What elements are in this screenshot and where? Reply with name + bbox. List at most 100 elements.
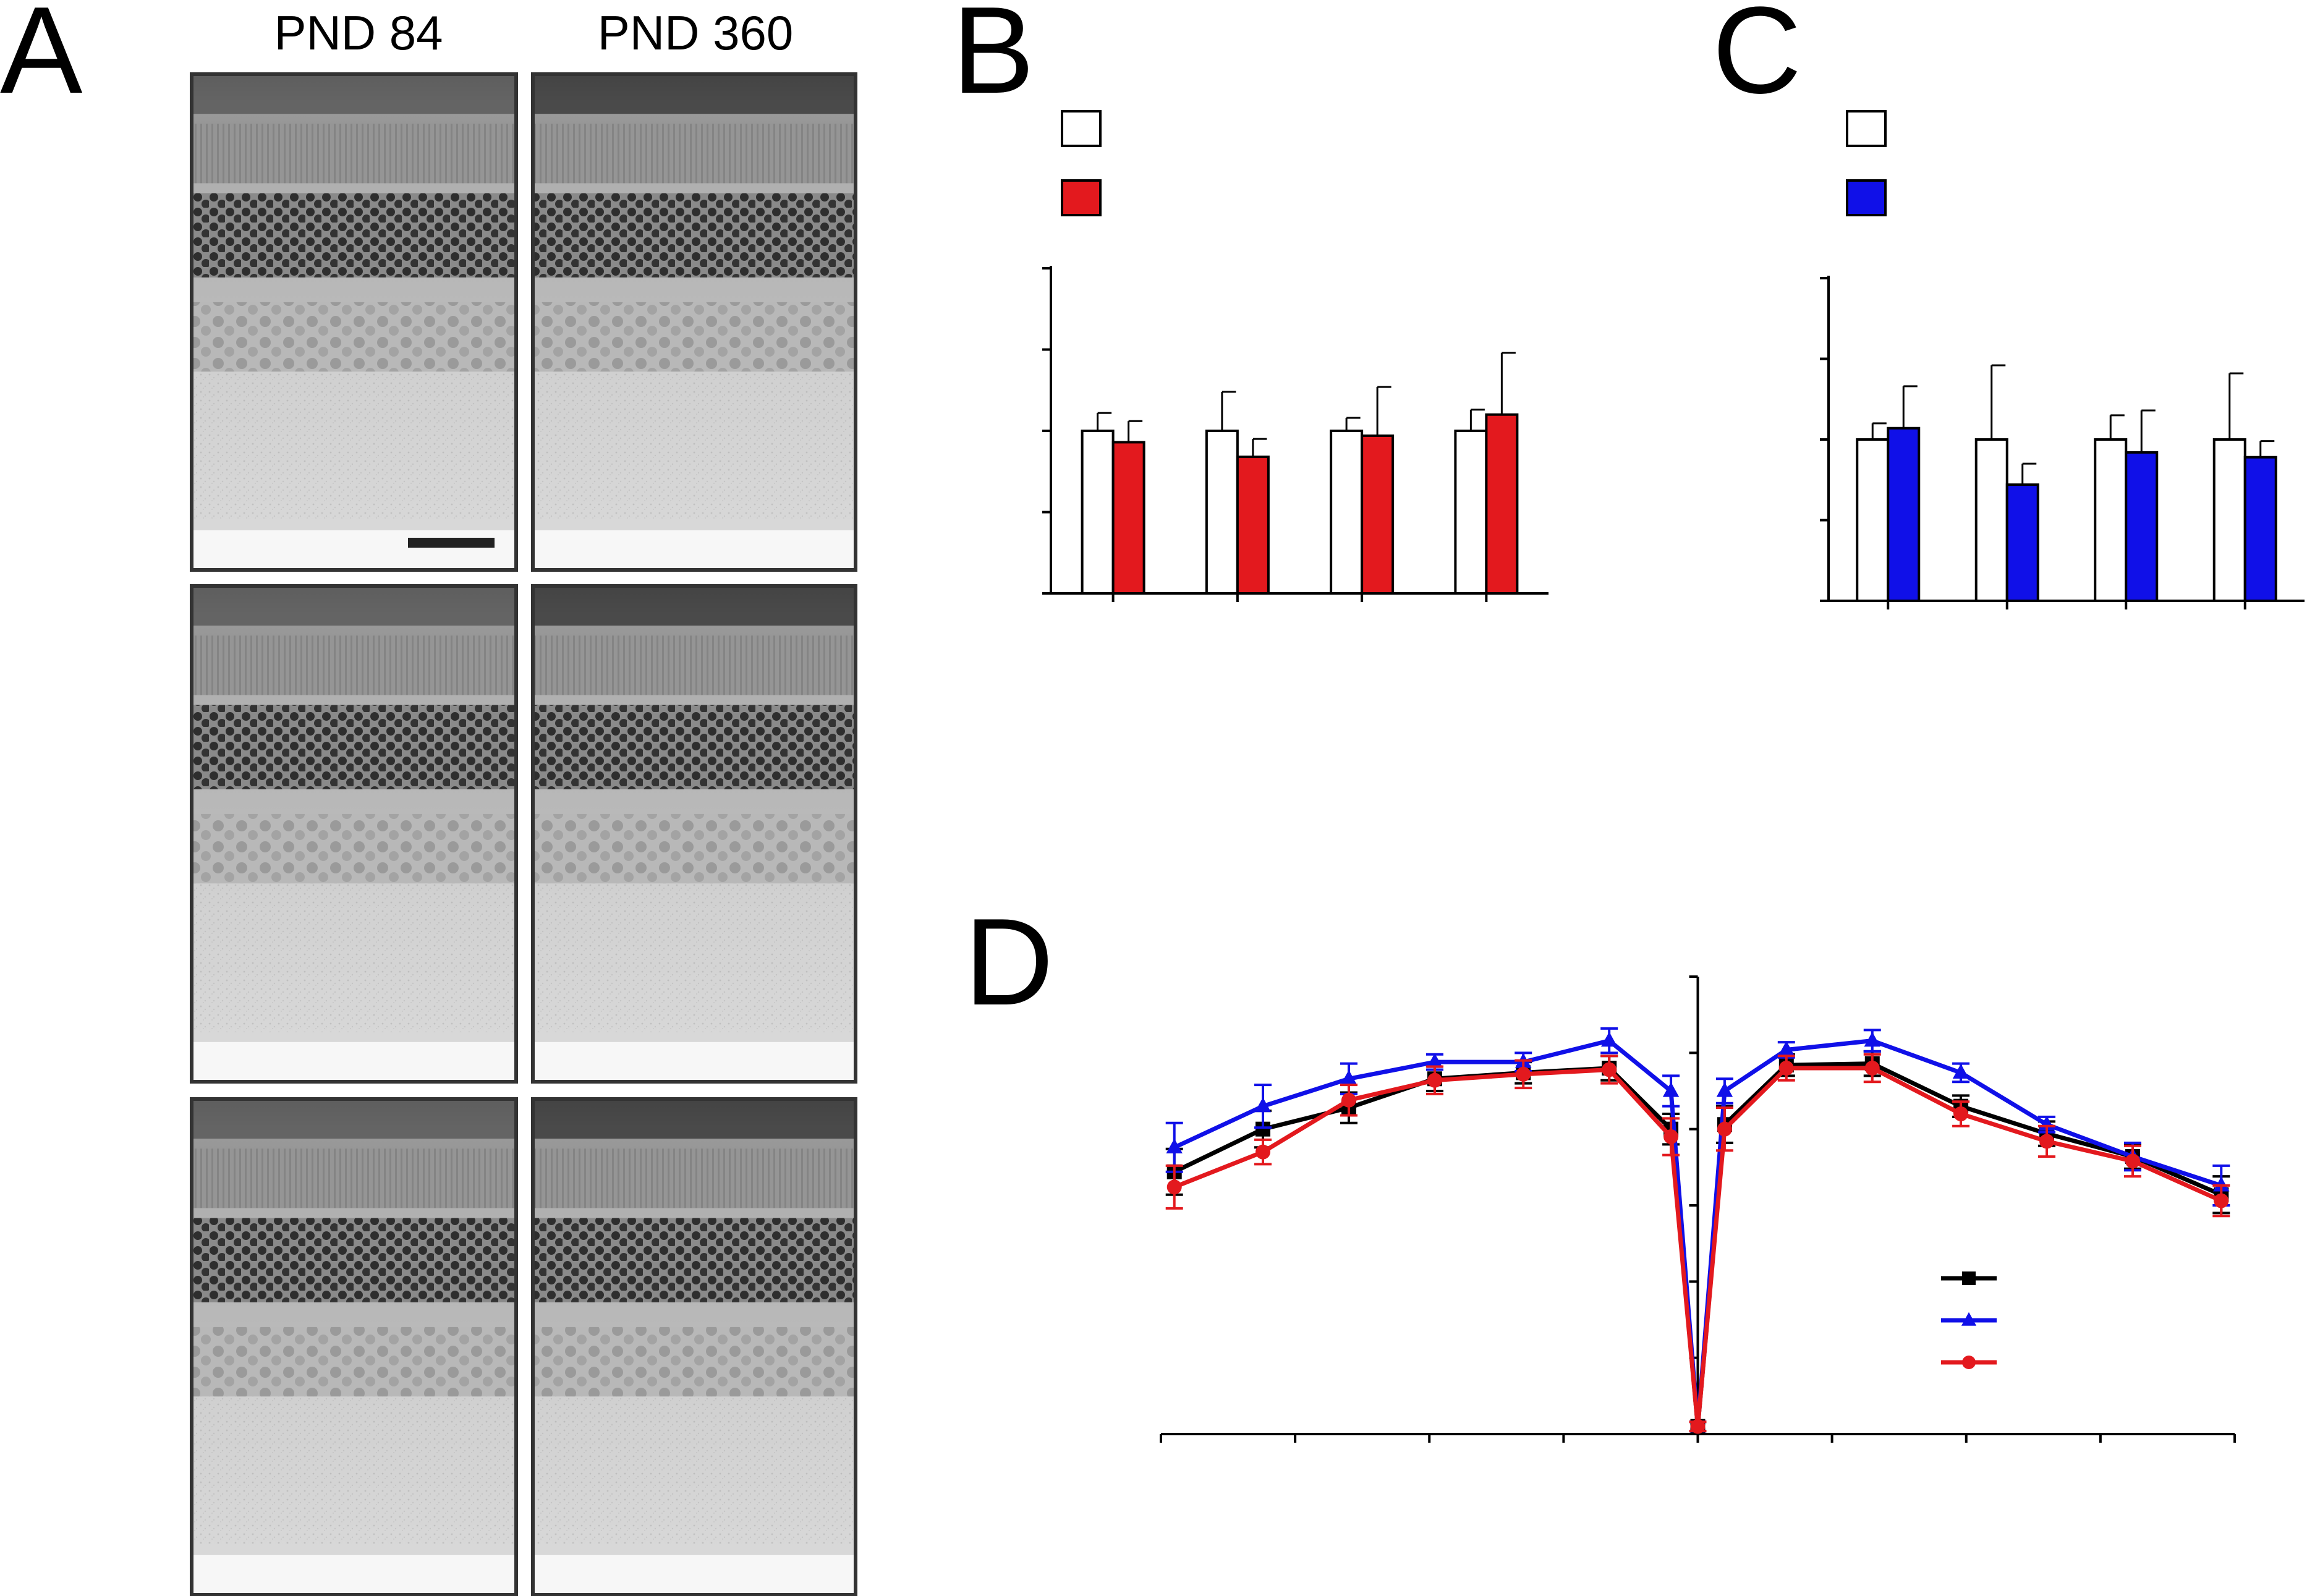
- data-point-3-8: [1690, 1419, 1706, 1434]
- data-point-2-7: [1662, 1082, 1680, 1097]
- bar-1-4: [2212, 438, 2246, 602]
- series-3: [1165, 1053, 2230, 1434]
- histology-image-r3-c1: [190, 1097, 518, 1596]
- inner-nuclear-layer: [192, 813, 516, 884]
- bar-2-4: [1485, 413, 1519, 595]
- data-point-3-15: [2214, 1193, 2229, 1208]
- bar-2-4: [2243, 456, 2277, 603]
- bar-2-1: [1887, 427, 1921, 602]
- inner-nuclear-layer: [192, 1326, 516, 1397]
- data-point-3-10: [1778, 1061, 1794, 1076]
- data-point-3-12: [1953, 1106, 1969, 1121]
- photoreceptor-segments: [192, 1148, 516, 1208]
- image-border: [190, 584, 518, 1084]
- scale-bar: [408, 538, 495, 548]
- inner-nuclear-layer: [533, 1326, 856, 1397]
- rpe-layer: [192, 74, 516, 114]
- data-point-2-2: [1254, 1097, 1272, 1113]
- inner-nuclear-layer: [533, 813, 856, 884]
- rpe-layer: [533, 586, 856, 626]
- bar-2-2: [2005, 483, 2039, 603]
- bar-2-3: [2125, 451, 2159, 602]
- photoreceptor-segments: [533, 635, 856, 695]
- legend-swatch-1: [1061, 110, 1102, 147]
- outer-nuclear-layer: [192, 193, 516, 278]
- bar-chart-b: [1042, 110, 1549, 602]
- histology-image-r2-c1: [190, 584, 518, 1084]
- inner-nuclear-layer: [192, 302, 516, 372]
- panel-letter-a: A: [0, 0, 83, 119]
- bar-chart-c: [1820, 110, 2305, 609]
- photoreceptor-segments: [533, 1148, 856, 1208]
- panel-letter-b: B: [952, 0, 1034, 119]
- vitreous: [192, 1042, 516, 1082]
- plexiform-layer: [533, 883, 856, 1032]
- rpe-layer: [533, 74, 856, 114]
- data-point-2-1: [1166, 1138, 1183, 1153]
- data-point-2-3: [1340, 1069, 1357, 1085]
- bar-1-2: [1205, 430, 1239, 595]
- histology-image-r1-c1: [190, 72, 518, 572]
- panel-a: PND 84 PND 360: [190, 6, 857, 1596]
- column-header-pnd360: PND 360: [598, 6, 794, 60]
- data-point-2-12: [1952, 1064, 1969, 1079]
- data-point-3-7: [1663, 1129, 1679, 1144]
- histology-image-r3-c2: [531, 1097, 857, 1596]
- bar-2-2: [1236, 456, 1270, 595]
- data-point-3-1: [1166, 1179, 1182, 1195]
- image-border: [531, 584, 857, 1084]
- bar-2-1: [1111, 441, 1145, 595]
- histology-grid: [190, 72, 857, 1596]
- data-point-2-6: [1600, 1032, 1618, 1047]
- vitreous: [533, 1042, 856, 1082]
- outer-nuclear-layer: [533, 1218, 856, 1302]
- data-point-3-13: [2039, 1134, 2055, 1149]
- photoreceptor-segments: [533, 124, 856, 184]
- outer-nuclear-layer: [533, 193, 856, 278]
- photoreceptor-segments: [192, 635, 516, 695]
- rpe-layer: [533, 1099, 856, 1139]
- rpe-layer: [192, 1099, 516, 1139]
- legend-marker-1: [1962, 1271, 1976, 1285]
- column-header-pnd84: PND 84: [274, 6, 443, 60]
- data-point-2-15: [2213, 1176, 2230, 1192]
- data-point-3-4: [1427, 1072, 1442, 1088]
- rpe-layer: [192, 586, 516, 626]
- outer-nuclear-layer: [192, 705, 516, 789]
- bar-1-1: [1081, 430, 1115, 595]
- data-point-2-10: [1778, 1041, 1795, 1056]
- data-point-2-11: [1864, 1032, 1880, 1047]
- plexiform-layer: [533, 1396, 856, 1545]
- image-border: [531, 72, 857, 572]
- line-chart-d: [1160, 975, 2236, 1443]
- data-point-3-3: [1341, 1092, 1356, 1108]
- outer-nuclear-layer: [192, 1218, 516, 1302]
- bar-2-3: [1361, 434, 1395, 595]
- legend-marker-2: [1961, 1312, 1977, 1326]
- plexiform-layer: [192, 371, 516, 520]
- data-point-2-4: [1426, 1053, 1443, 1068]
- data-point-3-14: [2125, 1153, 2140, 1169]
- data-point-3-5: [1516, 1066, 1531, 1082]
- vitreous: [533, 530, 856, 570]
- legend-swatch-2: [1846, 179, 1887, 216]
- vitreous: [192, 1555, 516, 1595]
- histology-image-r1-c2: [531, 72, 857, 572]
- data-point-2-9: [1716, 1082, 1733, 1097]
- panel-letter-d: D: [964, 893, 1053, 1031]
- data-point-3-6: [1602, 1062, 1617, 1077]
- inner-nuclear-layer: [533, 302, 856, 372]
- image-border: [531, 1097, 857, 1596]
- outer-nuclear-layer: [533, 705, 856, 789]
- histology-image-r2-c2: [531, 584, 857, 1084]
- vitreous: [192, 530, 516, 570]
- bar-1-3: [1330, 430, 1364, 595]
- plexiform-layer: [533, 371, 856, 520]
- bar-1-4: [1454, 430, 1488, 595]
- bar-1-1: [1856, 438, 1890, 602]
- vitreous: [533, 1555, 856, 1595]
- data-point-3-9: [1717, 1121, 1732, 1137]
- photoreceptor-segments: [192, 124, 516, 184]
- data-point-3-11: [1864, 1061, 1880, 1076]
